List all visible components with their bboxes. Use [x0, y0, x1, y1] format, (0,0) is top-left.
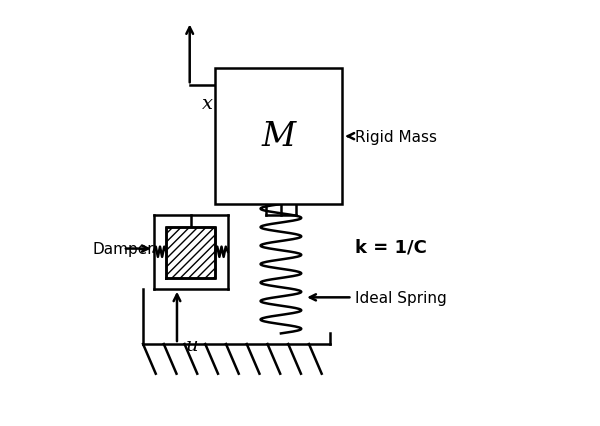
Bar	[215, 69, 343, 204]
Text: Ideal Spring: Ideal Spring	[310, 290, 447, 305]
Text: x: x	[202, 95, 214, 112]
Text: u: u	[185, 336, 198, 354]
Text: Rigid Mass: Rigid Mass	[348, 130, 437, 144]
Text: M: M	[262, 121, 296, 153]
Text: Damper: Damper	[92, 242, 154, 256]
Text: k = 1/C: k = 1/C	[355, 238, 427, 256]
Bar	[166, 228, 215, 279]
